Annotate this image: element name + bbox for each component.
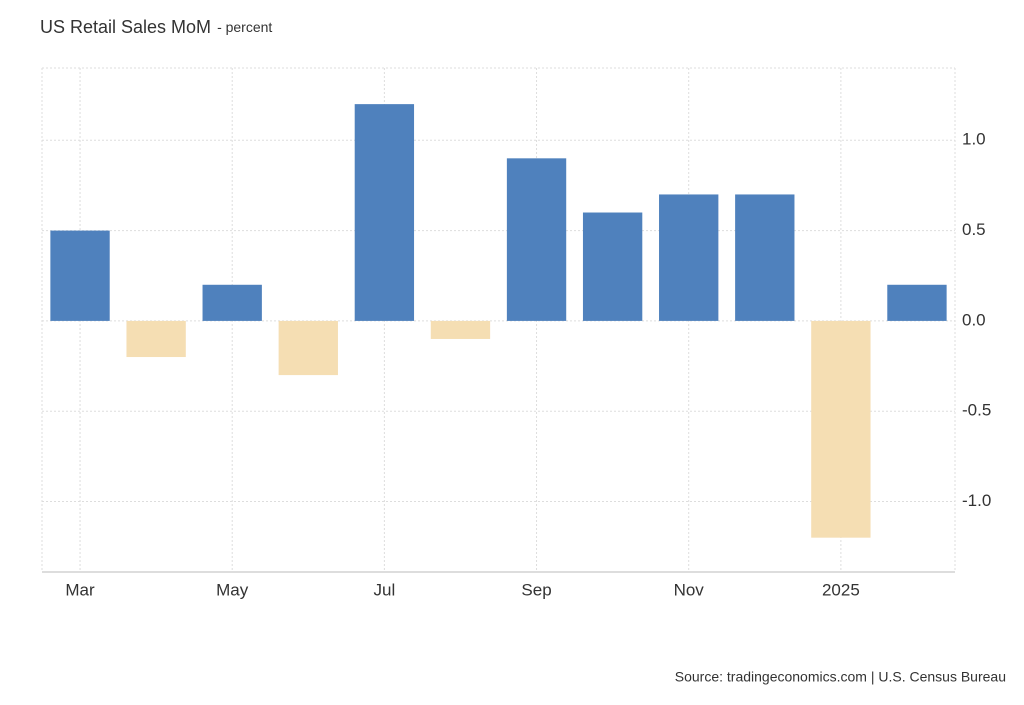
chart-title: US Retail Sales MoM - percent <box>40 17 272 37</box>
bar <box>582 212 643 321</box>
bar <box>202 284 262 321</box>
title-text: US Retail Sales MoM <box>40 17 211 37</box>
bar <box>811 320 871 538</box>
x-tick-label: 2025 <box>822 580 860 599</box>
bar <box>278 320 338 376</box>
y-tick-label: 0.0 <box>962 310 986 329</box>
bar <box>126 320 186 358</box>
bar <box>659 194 719 321</box>
subtitle-text: - percent <box>217 19 272 35</box>
bar <box>50 230 110 321</box>
x-tick-label: Nov <box>674 580 705 599</box>
bar <box>506 158 567 321</box>
bar <box>735 194 795 321</box>
x-tick-label: Jul <box>374 580 396 599</box>
bar <box>354 104 415 321</box>
y-tick-label: 0.5 <box>962 220 986 239</box>
x-tick-label: Mar <box>65 580 95 599</box>
source: Source: tradingeconomics.com | U.S. Cens… <box>675 669 1006 685</box>
x-tick-label: Sep <box>521 580 551 599</box>
x-tick-label: May <box>216 580 249 599</box>
bar <box>887 284 947 321</box>
y-tick-label: -1.0 <box>962 491 991 510</box>
y-tick-label: 1.0 <box>962 130 986 149</box>
bar <box>430 320 491 339</box>
y-tick-label: -0.5 <box>962 401 991 420</box>
